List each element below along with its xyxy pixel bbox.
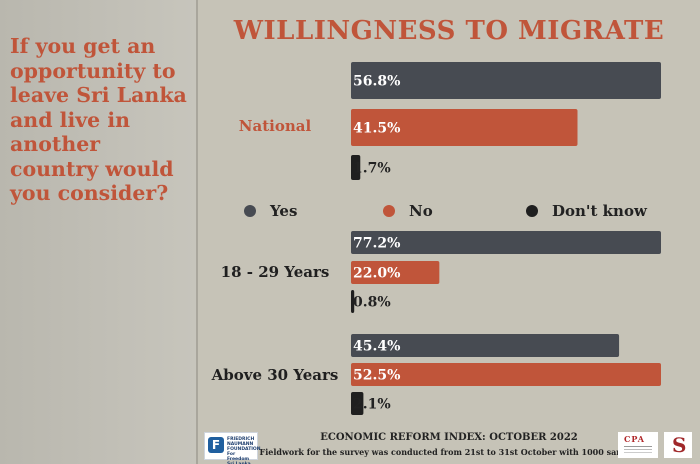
bar-national-no xyxy=(351,109,578,146)
bar-national-dont-know xyxy=(351,155,361,180)
fnf-logo: F FRIEDRICH NAUMANN FOUNDATION For Freed… xyxy=(204,432,261,464)
cpa-logo-lines xyxy=(624,446,652,447)
legend-no-swatch xyxy=(383,205,395,217)
cpa-logo-mark: CPA xyxy=(624,434,646,444)
data-label-above-30-no: 52.5% xyxy=(353,368,400,384)
bar-18-29-yes xyxy=(351,231,661,254)
cpa-logo: CPA xyxy=(618,432,658,458)
footer: ECONOMIC REFORM INDEX: OCTOBER 2022 Fiel… xyxy=(198,424,700,464)
group-label-national: National xyxy=(238,117,312,135)
data-label-national-yes: 56.8% xyxy=(353,74,400,90)
question-panel: If you get an opportunity to leave Sri L… xyxy=(0,0,196,464)
s-logo-mark: S xyxy=(672,433,687,457)
fnf-logo-text: FRIEDRICH NAUMANN FOUNDATION For Freedom… xyxy=(227,437,261,464)
bar-above-30-yes xyxy=(351,334,620,357)
legend-dont-know-swatch xyxy=(526,205,538,217)
group-label-above-30: Above 30 Years xyxy=(211,366,339,384)
panel-divider xyxy=(196,0,198,464)
data-label-above-30-dont-know: 2.1% xyxy=(353,397,391,413)
legend-yes: Yes xyxy=(244,202,297,222)
legend-yes-label: Yes xyxy=(270,202,298,220)
data-label-18-29-yes: 77.2% xyxy=(353,236,400,252)
bar-national-yes xyxy=(351,62,661,99)
legend-no: No xyxy=(383,202,433,222)
bar-18-29-dont-know xyxy=(351,290,355,313)
data-label-national-no: 41.5% xyxy=(353,121,400,137)
bar-above-30-no xyxy=(351,363,661,386)
fnf-logo-mark: F xyxy=(208,437,224,453)
group-label-18-29: 18 - 29 Years xyxy=(220,263,330,281)
data-label-national-dont-know: 1.7% xyxy=(353,161,391,177)
footer-note: Fieldwork for the survey was conducted f… xyxy=(259,447,639,457)
bar-above-30-dont-know xyxy=(351,392,364,415)
legend-no-label: No xyxy=(409,202,433,220)
data-label-18-29-no: 22.0% xyxy=(353,266,400,282)
legend-yes-swatch xyxy=(244,205,256,217)
legend-dont-know: Don't know xyxy=(526,202,647,222)
data-label-above-30-yes: 45.4% xyxy=(353,339,400,355)
survey-question: If you get an opportunity to leave Sri L… xyxy=(10,34,187,205)
s-logo: S xyxy=(664,432,692,458)
data-label-18-29-dont-know: 0.8% xyxy=(353,295,391,311)
bar-18-29-no xyxy=(351,261,440,284)
legend-dont-know-label: Don't know xyxy=(552,202,647,220)
footer-index: ECONOMIC REFORM INDEX: OCTOBER 2022 xyxy=(320,432,578,443)
chart-title: WILLINGNESS TO MIGRATE xyxy=(233,16,665,46)
